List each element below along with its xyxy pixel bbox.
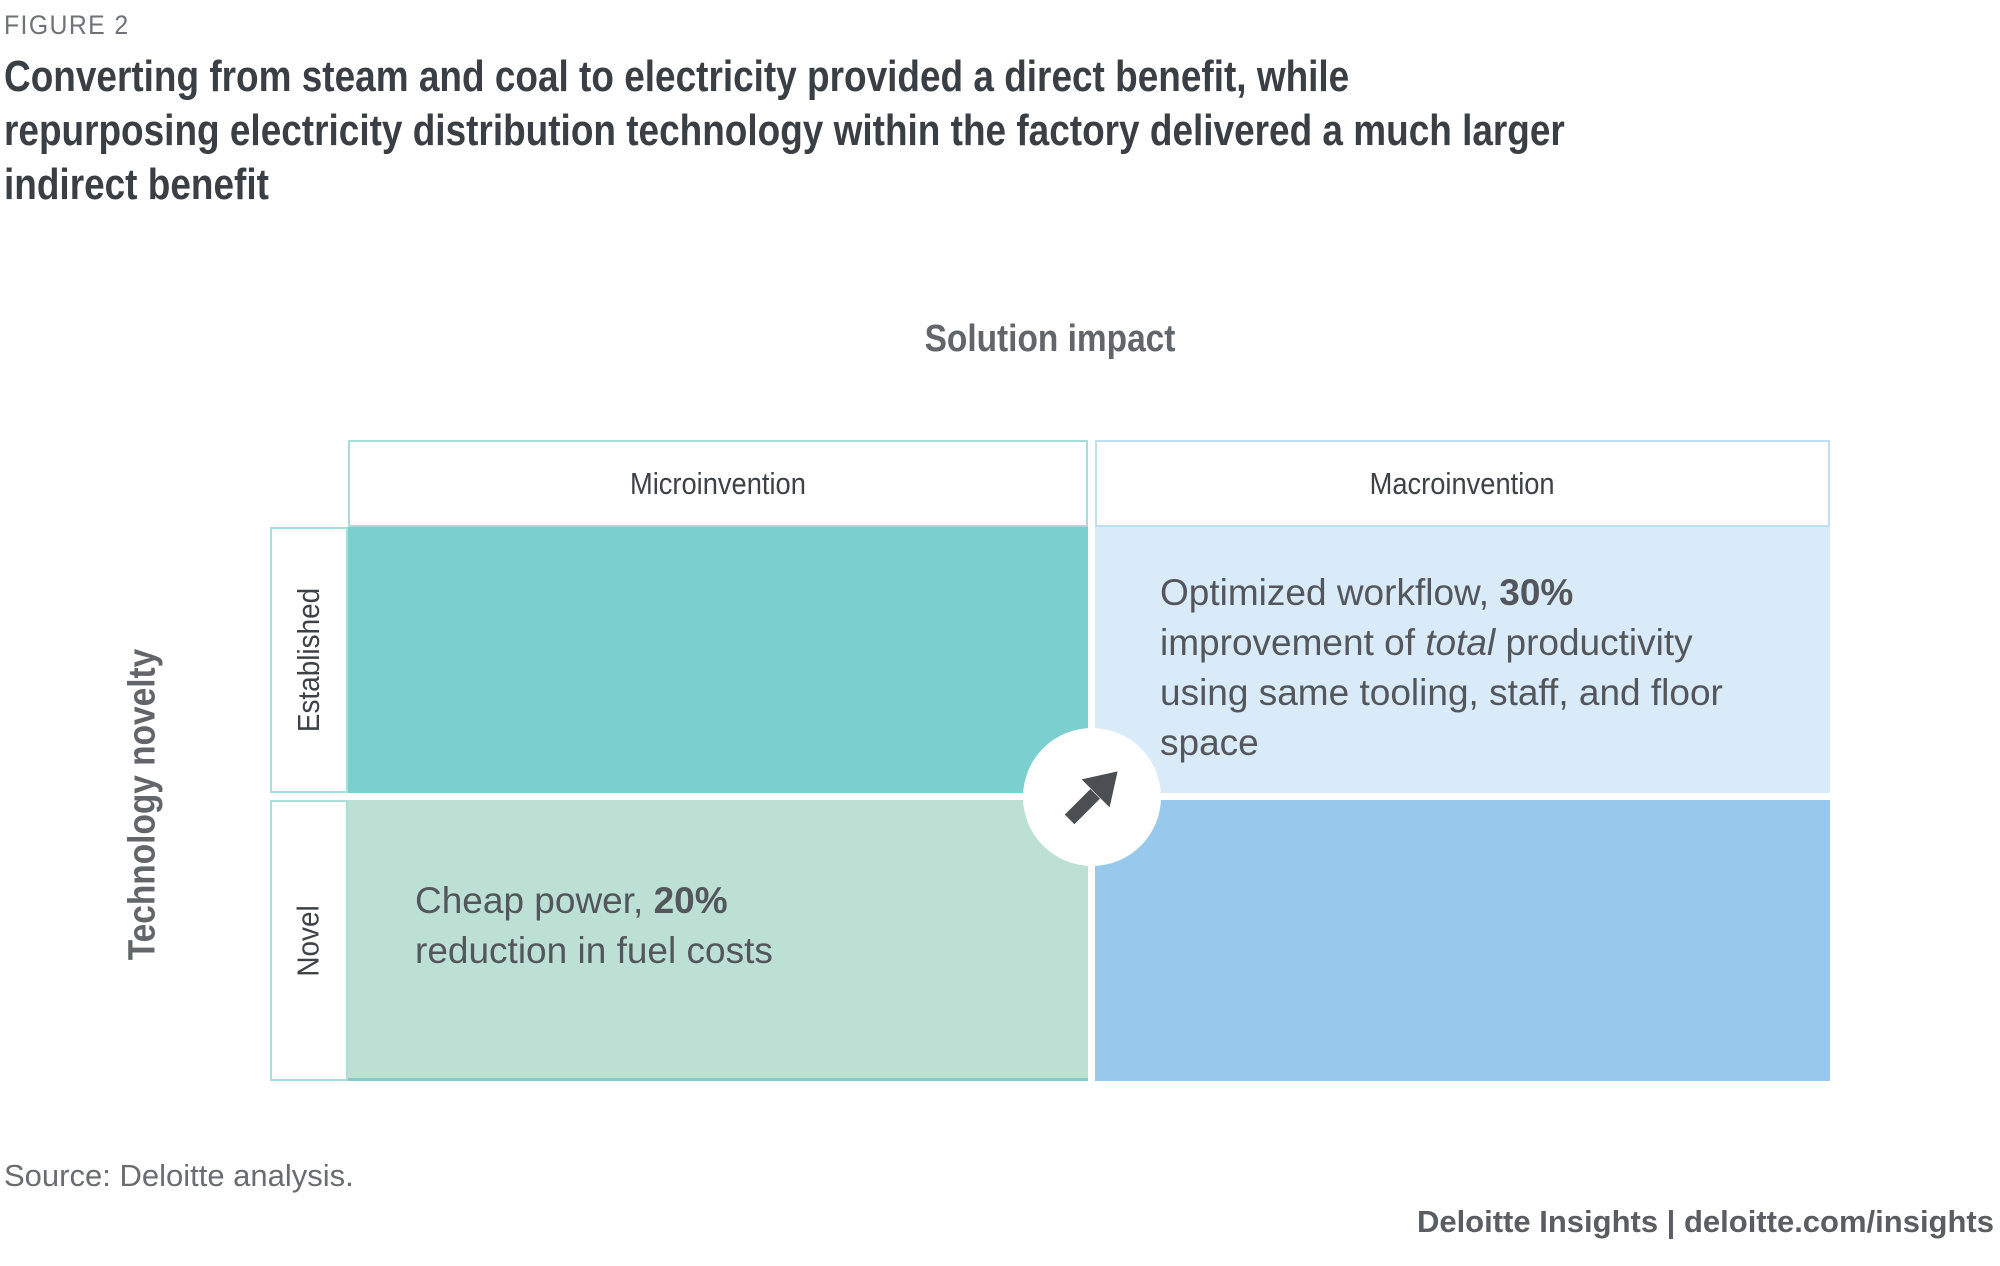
figure-title: Converting from steam and coal to electr… (4, 52, 1565, 209)
quadrant-text-part: improvement of (1160, 622, 1426, 663)
quadrant-established-microinvention (348, 527, 1088, 793)
x-axis-title: Solution impact (924, 318, 1176, 360)
column-header-label: Macroinvention (1370, 465, 1555, 501)
row-header-label: Novel (291, 904, 327, 977)
row-header-established: Established (270, 527, 348, 793)
center-arrow-badge (1023, 728, 1161, 866)
quadrant-text-bold: 20% (653, 880, 728, 921)
source-note: Source: Deloitte analysis. (4, 1158, 354, 1193)
y-axis-title: Technology novelty (121, 648, 164, 960)
column-header-label: Microinvention (630, 465, 806, 501)
quadrant-novel-microinvention (348, 800, 1088, 1081)
quadrant-text-part: Optimized workflow, (1160, 572, 1500, 613)
quadrant-novel-macroinvention (1095, 800, 1830, 1081)
quadrant-text-novel-microinvention: Cheap power, 20% reduction in fuel costs (415, 876, 845, 976)
quadrant-text-bold: 30% (1499, 572, 1574, 613)
quadrant-text-established-macroinvention: Optimized workflow, 30% improvement of t… (1160, 568, 1775, 768)
up-right-arrow-icon (1064, 771, 1118, 825)
quadrant-text-part: reduction in fuel costs (415, 930, 773, 971)
column-header-microinvention: Microinvention (348, 440, 1088, 527)
quadrant-text-italic: total (1425, 622, 1496, 663)
impact-novelty-matrix: Microinvention Macroinvention Establishe… (270, 440, 1830, 1082)
row-header-label: Established (291, 587, 326, 733)
column-header-macroinvention: Macroinvention (1095, 440, 1830, 527)
y-axis-title-container: Technology novelty (85, 527, 200, 1081)
quadrant-established-macroinvention (1095, 527, 1830, 793)
quadrant-text-part: productivity using same tooling, staff, … (1160, 622, 1723, 763)
figure-number-label: FIGURE 2 (4, 10, 130, 40)
deloitte-insights-footer: Deloitte Insights | deloitte.com/insight… (1416, 1204, 1994, 1239)
quadrant-text-part: Cheap power, (415, 880, 654, 921)
row-header-novel: Novel (270, 800, 348, 1081)
